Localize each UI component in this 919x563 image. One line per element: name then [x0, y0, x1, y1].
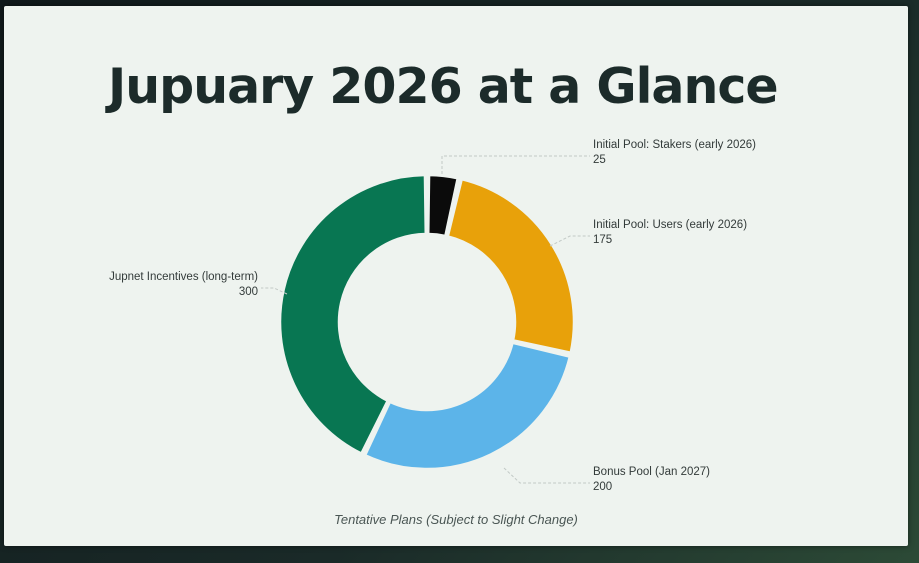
- slide-title: Jupuary 2026 at a Glance: [108, 58, 779, 115]
- slice-value-jupnet-incentives-long-term: 300: [239, 286, 258, 298]
- chart-leader-lines: [261, 155, 590, 484]
- slice-initial-pool-users-early-2026: [446, 177, 576, 354]
- slice-bonus-pool-jan-2027: [363, 341, 572, 471]
- chart-slices: [278, 173, 576, 471]
- chart-labels: Initial Pool: Stakers (early 2026) 25 Init…: [109, 139, 756, 493]
- slice-jupnet-incentives-long-term: [278, 173, 428, 455]
- slice-value-initial-pool-stakers-early-2026: 25: [593, 154, 606, 166]
- leader-line-jupnet-incentives-long-term: [261, 287, 288, 295]
- slice-label-jupnet-incentives-long-term: Jupnet Incentives (long-term): [109, 271, 258, 283]
- slice-value-initial-pool-users-early-2026: 175: [593, 234, 612, 246]
- donut-chart: Initial Pool: Stakers (early 2026) 25 Init…: [109, 139, 756, 493]
- slice-label-bonus-pool-jan-2027: Bonus Pool (Jan 2027): [593, 466, 710, 478]
- presentation-slide: Jupuary 2026 at a Glance Initial Pool: S…: [4, 6, 908, 546]
- slice-initial-pool-stakers-early-2026: [426, 173, 459, 238]
- slice-label-initial-pool-users-early-2026: Initial Pool: Users (early 2026): [593, 219, 747, 231]
- leader-line-initial-pool-stakers-early-2026: [441, 155, 590, 174]
- slice-value-bonus-pool-jan-2027: 200: [593, 481, 612, 493]
- leader-line-initial-pool-users-early-2026: [549, 235, 590, 247]
- chart-caption: Tentative Plans (Subject to Slight Chang…: [334, 512, 578, 527]
- leader-line-bonus-pool-jan-2027: [503, 467, 590, 484]
- slice-label-initial-pool-stakers-early-2026: Initial Pool: Stakers (early 2026): [593, 139, 756, 151]
